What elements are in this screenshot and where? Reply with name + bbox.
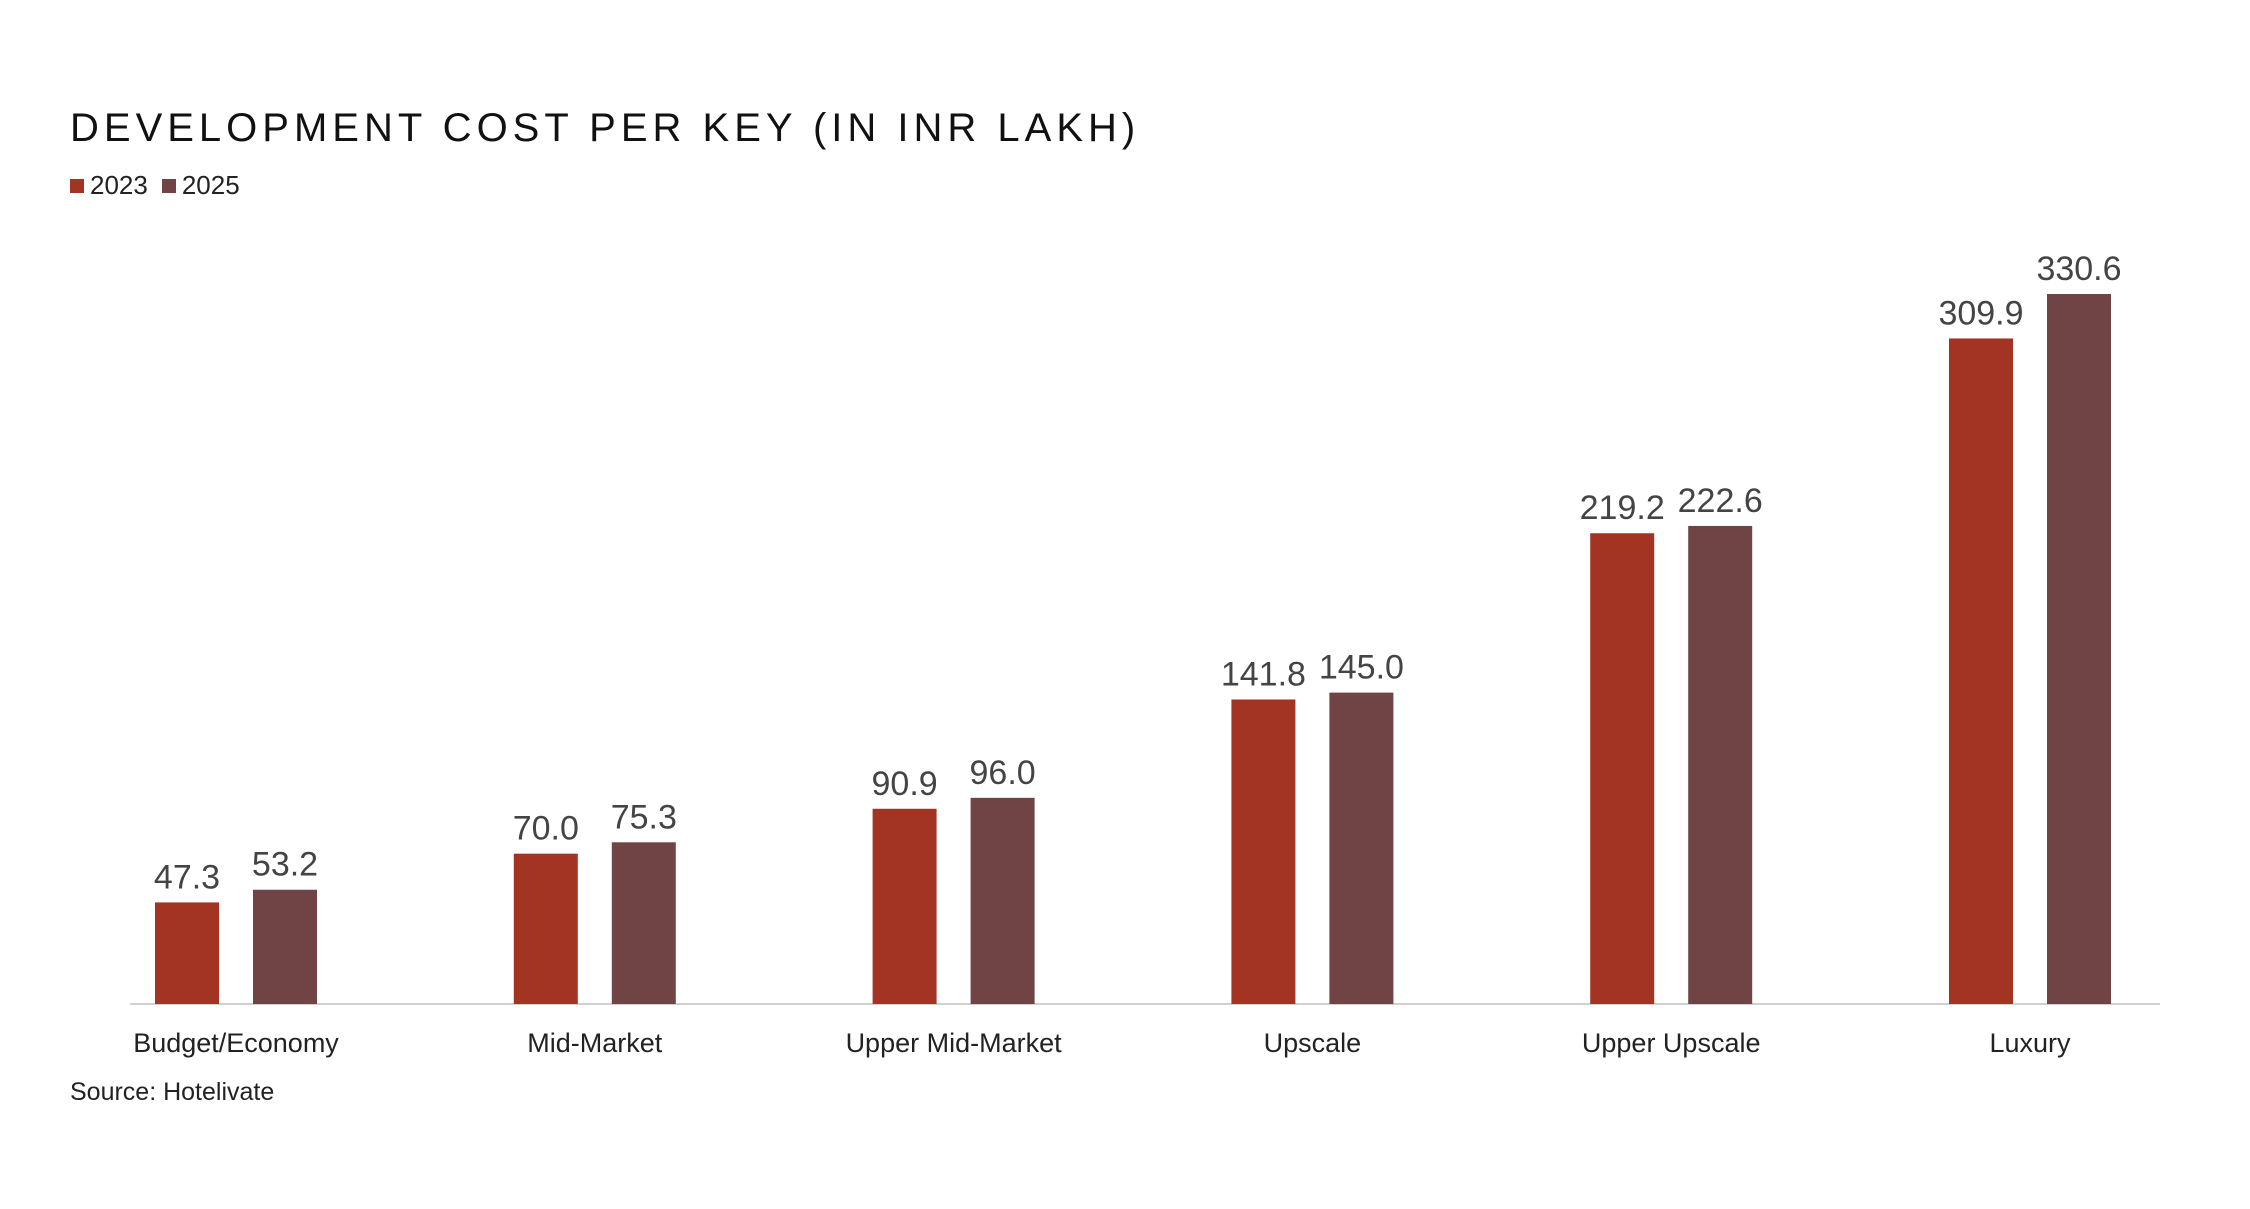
data-label-2025-5: 330.6 bbox=[2036, 250, 2121, 288]
bar-2023-2 bbox=[872, 808, 937, 1004]
source-note: Source: Hotelivate bbox=[70, 1078, 275, 1106]
x-tick-label-5: Luxury bbox=[1989, 1028, 2071, 1058]
data-label-2023-1: 70.0 bbox=[513, 810, 579, 848]
bar-2025-5 bbox=[2047, 294, 2111, 1004]
x-tick-label-2: Upper Mid-Market bbox=[846, 1028, 1063, 1058]
legend: 2023 2025 bbox=[70, 170, 254, 201]
x-tick-label-1: Mid-Market bbox=[527, 1028, 663, 1058]
legend-label-2023: 2023 bbox=[90, 170, 148, 200]
data-label-2023-4: 219.2 bbox=[1580, 489, 1665, 527]
legend-item-2023: 2023 bbox=[70, 170, 148, 201]
bar-2023-3 bbox=[1231, 699, 1296, 1004]
bar-2025-2 bbox=[970, 797, 1035, 1004]
legend-swatch-2025 bbox=[161, 178, 176, 193]
data-label-2025-0: 53.2 bbox=[252, 846, 318, 884]
x-tick-label-0: Budget/Economy bbox=[133, 1028, 339, 1058]
x-tick-label-4: Upper Upscale bbox=[1582, 1028, 1761, 1058]
x-tick-label-3: Upscale bbox=[1264, 1028, 1362, 1058]
bar-2025-0 bbox=[253, 889, 317, 1004]
data-label-2025-4: 222.6 bbox=[1678, 482, 1763, 520]
data-label-2023-0: 47.3 bbox=[154, 858, 220, 896]
chart-title: DEVELOPMENT COST PER KEY (IN INR LAKH) bbox=[70, 106, 1141, 150]
legend-swatch-2023 bbox=[70, 178, 84, 193]
bar-2025-1 bbox=[611, 842, 676, 1004]
bar-2023-0 bbox=[155, 902, 219, 1004]
data-label-2023-3: 141.8 bbox=[1221, 655, 1306, 693]
bar-2023-4 bbox=[1590, 533, 1655, 1004]
data-label-2023-2: 90.9 bbox=[872, 765, 938, 803]
bar-2025-4 bbox=[1688, 525, 1753, 1004]
legend-item-2025: 2025 bbox=[161, 170, 240, 201]
data-label-2025-3: 145.0 bbox=[1319, 649, 1404, 687]
bar-2023-1 bbox=[513, 853, 578, 1004]
data-label-2023-5: 309.9 bbox=[1938, 294, 2023, 332]
legend-label-2025: 2025 bbox=[181, 170, 240, 200]
bar-2023-5 bbox=[1949, 338, 2013, 1004]
data-label-2025-1: 75.3 bbox=[611, 798, 677, 836]
bar-2025-3 bbox=[1329, 692, 1394, 1004]
data-label-2025-2: 96.0 bbox=[970, 754, 1036, 792]
